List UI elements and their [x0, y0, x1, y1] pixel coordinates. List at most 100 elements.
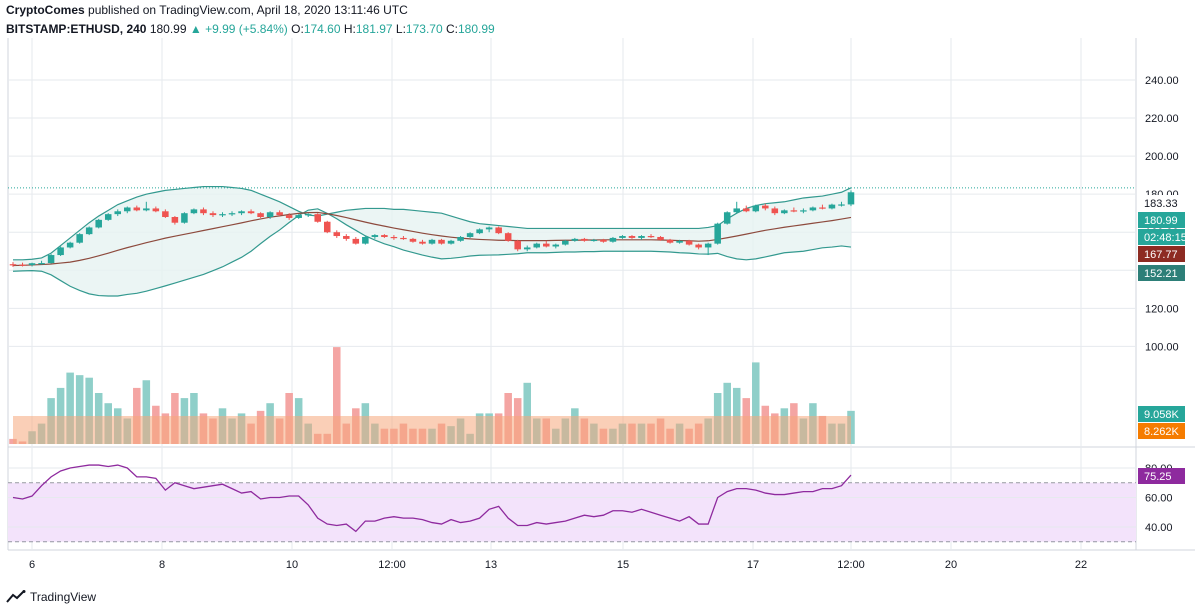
candle-body	[504, 233, 512, 241]
candle-body	[457, 236, 464, 241]
candle-body	[343, 236, 350, 239]
author-name[interactable]: CryptoComes	[6, 3, 85, 17]
rsi-badge-bg	[1138, 468, 1185, 484]
candle-body	[771, 208, 779, 214]
candle-body	[371, 235, 379, 237]
candle-body	[285, 215, 293, 218]
open-value: 174.60	[303, 22, 341, 36]
last-price: 180.99	[149, 22, 187, 36]
rsi-band-fill	[8, 482, 1136, 542]
rsi-tick-label: 60.00	[1145, 493, 1173, 505]
candle-body	[190, 209, 198, 214]
volume-bar	[752, 362, 760, 444]
candle-body	[390, 236, 398, 239]
candle-body	[171, 217, 179, 223]
candle-body	[124, 207, 131, 212]
candle-body	[76, 234, 83, 243]
volume-badge: 9.058K	[1144, 409, 1180, 421]
countdown-badge: 02:48:15	[1144, 232, 1187, 244]
lower-band-badge: 152.21	[1144, 268, 1178, 280]
candle-body	[809, 207, 817, 211]
candle-body	[114, 211, 122, 215]
candle-body	[723, 212, 731, 224]
upper-band-badge: 183.33	[1144, 198, 1178, 210]
countdown-badge-bg	[1138, 229, 1185, 245]
low-label: L:	[395, 22, 406, 36]
rsi-tick-label: 40.00	[1145, 522, 1173, 534]
candle-body	[228, 213, 236, 215]
candle-body	[28, 263, 36, 265]
candle-body	[638, 236, 645, 238]
candle-body	[466, 233, 474, 237]
symbol-name[interactable]: BITSTAMP:ETHUSD, 240	[6, 22, 147, 36]
candle-body	[85, 227, 93, 235]
candle-body	[409, 238, 417, 242]
candle-body	[514, 240, 521, 250]
price-tick-label: 220.00	[1145, 113, 1179, 125]
candle-body	[523, 247, 531, 250]
symbol-legend: BITSTAMP:ETHUSD, 240 180.99 ▲ +9.99 (+5.…	[6, 20, 1196, 38]
last-price-badge: 180.99	[1144, 215, 1178, 227]
candle-body	[181, 213, 188, 223]
candle-body	[714, 223, 721, 244]
time-tick-label: 22	[1075, 559, 1087, 571]
candle-body	[104, 214, 112, 220]
candle-body	[543, 243, 550, 247]
candle-body	[762, 205, 769, 209]
candle-body	[685, 240, 693, 245]
candle-body	[695, 244, 702, 248]
open-label: O:	[291, 22, 304, 36]
candle-body	[333, 232, 341, 237]
volume-bar	[723, 382, 731, 444]
candle-body	[733, 208, 740, 213]
candle-body	[238, 211, 245, 214]
candle-body	[47, 255, 55, 264]
time-tick-label: 15	[617, 559, 629, 571]
candle-body	[323, 221, 331, 233]
candle-body	[600, 239, 607, 242]
candle-body	[352, 238, 360, 244]
footer-brand[interactable]: TradingView	[6, 590, 96, 604]
candle-body	[476, 229, 483, 234]
candle-body	[257, 213, 264, 217]
last-price-badge-bg	[1138, 212, 1185, 228]
tradingview-logo-icon	[6, 590, 26, 603]
publish-info: published on TradingView.com, April 18, …	[88, 3, 408, 17]
candle-body	[609, 237, 617, 242]
basis-badge: 167.77	[1144, 249, 1178, 261]
candle-body	[781, 210, 788, 214]
candle-body	[362, 236, 369, 244]
candle-body	[657, 236, 664, 240]
candle-body	[828, 204, 836, 209]
candle-body	[304, 214, 312, 216]
candle-body	[800, 210, 807, 212]
candle-body	[438, 239, 445, 244]
bollinger-basis-line	[12, 211, 852, 267]
volume-bar	[142, 380, 151, 444]
candle-body	[143, 208, 150, 211]
candle-body	[162, 211, 169, 217]
candle-body	[400, 237, 407, 240]
candle-body	[628, 236, 636, 238]
lower-band-badge-bg	[1138, 265, 1185, 281]
price-tick-label: 200.00	[1145, 151, 1179, 163]
candle-body	[752, 205, 760, 212]
bollinger-lower-line	[12, 208, 852, 297]
candle-body	[742, 208, 750, 212]
volume-bar	[85, 377, 93, 444]
candle-body	[847, 192, 855, 205]
time-tick-label: 8	[159, 559, 165, 571]
candle-body	[57, 247, 64, 256]
time-tick-label: 10	[286, 559, 298, 571]
time-tick-label: 13	[485, 559, 497, 571]
close-value: 180.99	[457, 22, 495, 36]
time-tick-label: 20	[945, 559, 957, 571]
chart-canvas[interactable]: 6 8 10 12:00 13 15 17 12:00 20 22 240.00 220.00 200.…	[0, 38, 1200, 576]
volume-badge-bg	[1138, 406, 1185, 422]
time-tick-label: 12:00	[378, 559, 406, 571]
candle-body	[676, 240, 683, 243]
candle-body	[314, 214, 321, 222]
candle-body	[19, 264, 26, 266]
candle-body	[38, 263, 45, 265]
footer-brand-label: TradingView	[30, 590, 97, 604]
